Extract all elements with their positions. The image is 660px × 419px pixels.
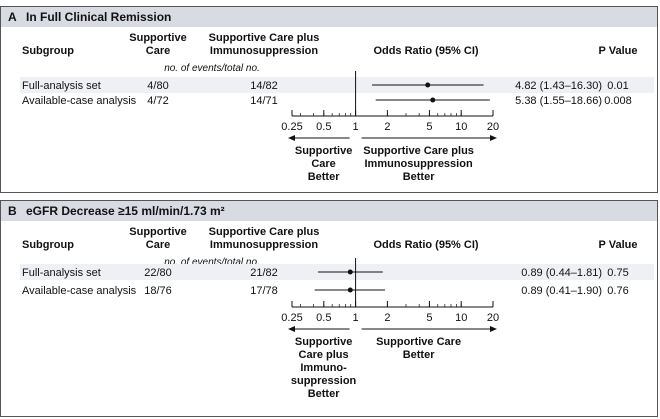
tick-label: 0.25 bbox=[281, 121, 302, 133]
panel-title-bar bbox=[1, 201, 657, 221]
panel-title: eGFR Decrease ≥15 ml/min/1.73 m² bbox=[26, 204, 225, 218]
header-supportive-plus-immuno: Supportive Care plus bbox=[209, 32, 320, 44]
table-row: Full-analysis set 4/80 14/82 4.82 (1.43–16.… bbox=[22, 80, 629, 92]
tick-label: 20 bbox=[487, 121, 499, 133]
favor-right-label: Supportive Care plus bbox=[363, 145, 474, 157]
row-supportive-events: 4/72 bbox=[147, 95, 168, 107]
row-odds-ratio-text: 0.89 (0.44–1.81) bbox=[521, 267, 602, 279]
tick-label: 2 bbox=[384, 121, 390, 133]
favor-left-label: Immuno- bbox=[300, 362, 347, 374]
row-shade bbox=[20, 77, 654, 93]
panel-letter: B bbox=[8, 204, 17, 218]
favor-left-label: suppression bbox=[291, 375, 357, 387]
point-estimate bbox=[430, 97, 436, 103]
tick-label: 0.5 bbox=[316, 121, 331, 133]
tick-label: 20 bbox=[487, 312, 499, 324]
row-p-value: 0.008 bbox=[604, 95, 632, 107]
arrow-left-head bbox=[288, 135, 295, 141]
favor-left-label: Supportive bbox=[295, 145, 352, 157]
panel-frame bbox=[0, 200, 658, 417]
header-supportive-care: Supportive bbox=[129, 226, 186, 238]
row-immuno-events: 14/71 bbox=[250, 95, 278, 107]
header-p-value: P Value bbox=[599, 239, 638, 251]
row-immuno-events: 21/82 bbox=[250, 267, 278, 279]
row-immuno-events: 17/78 bbox=[250, 285, 278, 297]
row-supportive-events: 18/76 bbox=[144, 285, 172, 297]
favor-left-label: Care plus bbox=[299, 349, 349, 361]
row-p-value: 0.75 bbox=[607, 267, 628, 279]
header-subgroup: Subgroup bbox=[22, 239, 74, 251]
header-odds-ratio: Odds Ratio (95% CI) bbox=[373, 239, 478, 251]
panel-title-bar bbox=[1, 7, 657, 27]
favor-right-label: Better bbox=[403, 349, 436, 361]
tick-label: 1 bbox=[353, 312, 359, 324]
panel-letter: A bbox=[8, 10, 17, 24]
row-p-value: 0.01 bbox=[607, 80, 628, 92]
tick-label: 5 bbox=[426, 312, 432, 324]
row-immuno-events: 14/82 bbox=[250, 80, 278, 92]
table-row: Available-case analysis 4/72 14/71 5.38 (1.… bbox=[22, 95, 632, 107]
header-supportive-plus-immuno: Supportive Care plus bbox=[209, 226, 320, 238]
tick-label: 0.5 bbox=[316, 312, 331, 324]
row-subgroup: Available-case analysis bbox=[22, 285, 137, 297]
point-estimate bbox=[425, 82, 431, 88]
row-odds-ratio-text: 5.38 (1.55–18.66) bbox=[515, 95, 602, 107]
favor-left-label: Care bbox=[311, 158, 335, 170]
row-odds-ratio-text: 0.89 (0.41–1.90) bbox=[521, 285, 602, 297]
header-p-value: P Value bbox=[599, 45, 638, 57]
panel-frame bbox=[0, 6, 658, 193]
favor-right-label: Immunosuppression bbox=[364, 158, 472, 170]
header-supportive-care: Supportive bbox=[129, 32, 186, 44]
row-subgroup: Available-case analysis bbox=[22, 95, 137, 107]
favor-left-label: Better bbox=[308, 388, 341, 400]
header-supportive-plus-immuno: Immunosuppression bbox=[210, 239, 318, 251]
header-supportive-care: Care bbox=[146, 45, 170, 57]
table-row: Full-analysis set 22/80 21/82 0.89 (0.44–1.… bbox=[22, 267, 629, 279]
row-subgroup: Full-analysis set bbox=[22, 267, 101, 279]
tick-label: 10 bbox=[455, 121, 467, 133]
favor-left-label: Better bbox=[308, 171, 341, 183]
tick-label: 10 bbox=[455, 312, 467, 324]
favor-right-label: Better bbox=[403, 171, 436, 183]
favor-right-label: Supportive Care bbox=[376, 336, 461, 348]
table-row: Available-case analysis 18/76 17/78 0.89 (0… bbox=[22, 285, 629, 297]
row-supportive-events: 22/80 bbox=[144, 267, 172, 279]
header-odds-ratio: Odds Ratio (95% CI) bbox=[373, 45, 478, 57]
row-subgroup: Full-analysis set bbox=[22, 80, 101, 92]
tick-label: 5 bbox=[426, 121, 432, 133]
header-supportive-plus-immuno: Immunosuppression bbox=[210, 45, 318, 57]
row-supportive-events: 4/80 bbox=[147, 80, 168, 92]
row-p-value: 0.76 bbox=[607, 285, 628, 297]
arrow-left-head bbox=[288, 326, 295, 332]
tick-label: 2 bbox=[384, 312, 390, 324]
events-note: no. of events/total no. bbox=[164, 257, 260, 268]
point-estimate bbox=[347, 287, 353, 293]
row-odds-ratio-text: 4.82 (1.43–16.30) bbox=[515, 80, 602, 92]
header-subgroup: Subgroup bbox=[22, 45, 74, 57]
point-estimate bbox=[347, 269, 353, 275]
panel-a: A In Full Clinical Remission Subgroup Suppo… bbox=[0, 6, 658, 193]
tick-label: 0.25 bbox=[281, 312, 302, 324]
favor-left-label: Supportive bbox=[295, 336, 352, 348]
events-note: no. of events/total no. bbox=[164, 63, 260, 74]
panel-title: In Full Clinical Remission bbox=[26, 10, 171, 24]
tick-label: 1 bbox=[353, 121, 359, 133]
arrow-right-head bbox=[490, 135, 497, 141]
header-supportive-care: Care bbox=[146, 239, 170, 251]
arrow-right-head bbox=[490, 326, 497, 332]
